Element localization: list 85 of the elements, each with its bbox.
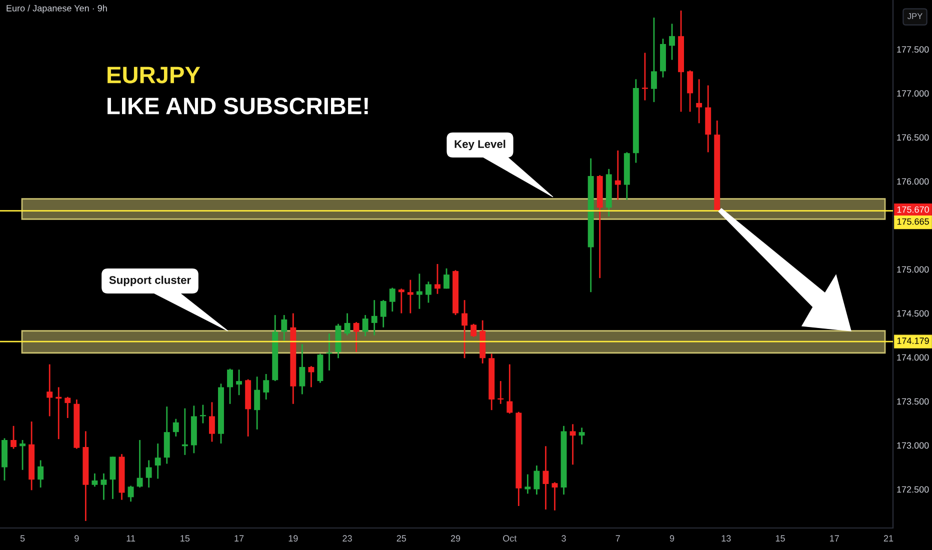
candlestick [570, 423, 576, 466]
y-tick-label: 176.000 [897, 178, 929, 185]
x-tick-label: 21 [884, 535, 894, 542]
x-tick-label: 15 [180, 535, 190, 542]
text: 175.670 [897, 206, 929, 213]
x-tick-label: 11 [126, 535, 136, 542]
candlestick [299, 343, 306, 395]
candlestick [642, 52, 648, 102]
candlestick [263, 373, 270, 400]
candlestick [380, 299, 386, 328]
y-tick-label: 177.500 [897, 46, 929, 53]
x-tick-label: 17 [234, 535, 244, 542]
candlestick [434, 263, 440, 295]
candlestick [64, 396, 71, 419]
candlestick [128, 485, 134, 502]
candlestick [154, 442, 161, 480]
ref-line-label: 174.179 [897, 338, 929, 344]
candlestick [227, 368, 233, 405]
x-tick-label: 9 [74, 535, 79, 542]
candlestick [389, 287, 396, 312]
candlestick [326, 332, 332, 372]
y-tick-label: 174.000 [897, 354, 929, 361]
candlestick [696, 78, 702, 124]
candlestick [344, 312, 350, 336]
y-tick-label: 172.500 [897, 486, 929, 493]
candlestick [353, 321, 360, 353]
candlestick [552, 482, 558, 512]
candlestick [146, 460, 152, 488]
candlestick [650, 16, 657, 103]
x-tick-label: 9 [670, 535, 674, 542]
candlestick [578, 426, 585, 446]
candlestick [687, 70, 694, 112]
y-tick-label: 177.000 [897, 90, 929, 97]
chart-title: Euro / Japanese Yen · 9h [6, 4, 107, 14]
candlestick [10, 425, 17, 450]
candlestick [362, 314, 368, 337]
candlestick [100, 472, 107, 501]
y-tick-label: 173.000 [897, 442, 929, 449]
x-tick-label: 23 [342, 535, 352, 542]
y-axis-title: JPY [907, 13, 922, 20]
annotation: Support cluster [109, 276, 191, 286]
candlestick [281, 314, 288, 342]
candlestick [38, 460, 44, 488]
x-tick-label: 7 [616, 535, 620, 542]
x-tick-label: 17 [830, 535, 839, 542]
x-tick-label: 15 [776, 535, 785, 542]
candlestick [371, 299, 378, 336]
y-tick-label: 174.500 [897, 310, 929, 317]
candlestick [669, 23, 675, 61]
candlestick [254, 376, 260, 430]
y-tick-label: 175.000 [897, 266, 929, 273]
candlestick [425, 280, 432, 304]
candlestick [444, 268, 450, 290]
ref-line-label: 175.665 [897, 218, 929, 225]
candlestick [209, 401, 215, 442]
x-tick-label: 25 [396, 535, 406, 542]
candlestick [407, 279, 414, 314]
candlestick [524, 474, 531, 494]
candlestick [398, 288, 404, 314]
candlestick [506, 364, 513, 414]
candlestick [416, 272, 422, 310]
x-tick-label: 13 [722, 535, 731, 542]
y-tick-label: 176.500 [897, 134, 929, 141]
x-tick-label: Oct [503, 535, 517, 542]
candlestick [92, 472, 98, 488]
candlestick [534, 464, 540, 496]
candlestick [46, 364, 53, 417]
annotation: Key Level [454, 140, 506, 150]
candlestick [470, 323, 477, 338]
candlestick [308, 365, 314, 388]
y-tick-label: 173.500 [897, 398, 929, 405]
x-tick-label: 3 [562, 535, 566, 542]
candlestick [542, 445, 549, 510]
x-tick-label: 5 [20, 535, 25, 542]
annotation: LIKE AND SUBSCRIBE! [108, 98, 368, 114]
candlestick [236, 368, 242, 396]
candlestick [20, 439, 26, 471]
candlestick [614, 150, 621, 200]
text: EURJPY [108, 66, 200, 84]
candlestick [172, 418, 179, 438]
candlestick [462, 299, 468, 359]
x-tick-label: 19 [288, 535, 298, 542]
candlestick [136, 439, 143, 488]
candlestick [110, 456, 116, 500]
x-tick-label: 29 [450, 535, 460, 542]
